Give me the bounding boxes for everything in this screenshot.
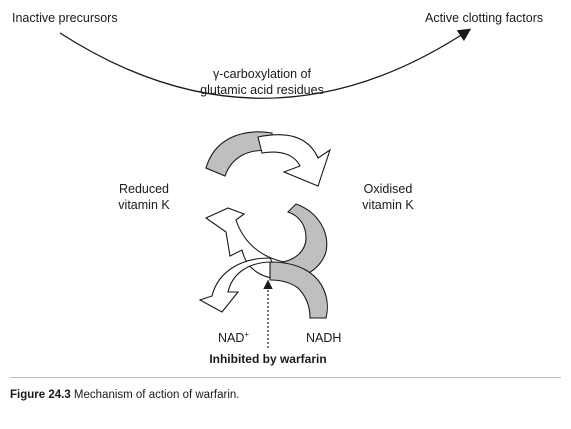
oxidised-vitamin-k-label-line1: Oxidised [364, 182, 413, 196]
lower-shaded-arc [269, 261, 329, 319]
middle-cycle-arrow [204, 203, 328, 281]
nad-superscript: + [244, 330, 249, 339]
oxidised-vitamin-k-label-line2: vitamin K [362, 198, 414, 212]
caption-divider [10, 377, 561, 378]
upper-white-arrow [257, 134, 332, 187]
carboxylation-label-line2: glutamic acid residues [200, 83, 324, 97]
figure-number: Figure 24.3 [10, 389, 71, 401]
inactive-precursors-label: Inactive precursors [12, 11, 118, 25]
figure-caption-text: Mechanism of action of warfarin. [73, 389, 240, 401]
carboxylation-label-line1: γ-carboxylation of [213, 67, 311, 81]
reduced-vitamin-k-label-line1: Reduced [119, 182, 169, 196]
upper-cycle-arrow [205, 131, 332, 187]
lower-white-arrow [198, 257, 273, 313]
active-clotting-factors-label: Active clotting factors [425, 11, 543, 25]
inhibited-by-warfarin-label: Inhibited by warfarin [209, 352, 326, 366]
reduced-vitamin-k-label-line2: vitamin K [118, 198, 170, 212]
figure-caption: Figure 24.3 Mechanism of action of warfa… [10, 389, 239, 401]
upper-shaded-arc [205, 131, 273, 177]
nad-label: NAD+ [218, 330, 249, 345]
lower-cycle-arrow [198, 257, 329, 319]
carboxylation-arc-arrow [59, 28, 472, 99]
nadh-label: NADH [306, 331, 341, 345]
